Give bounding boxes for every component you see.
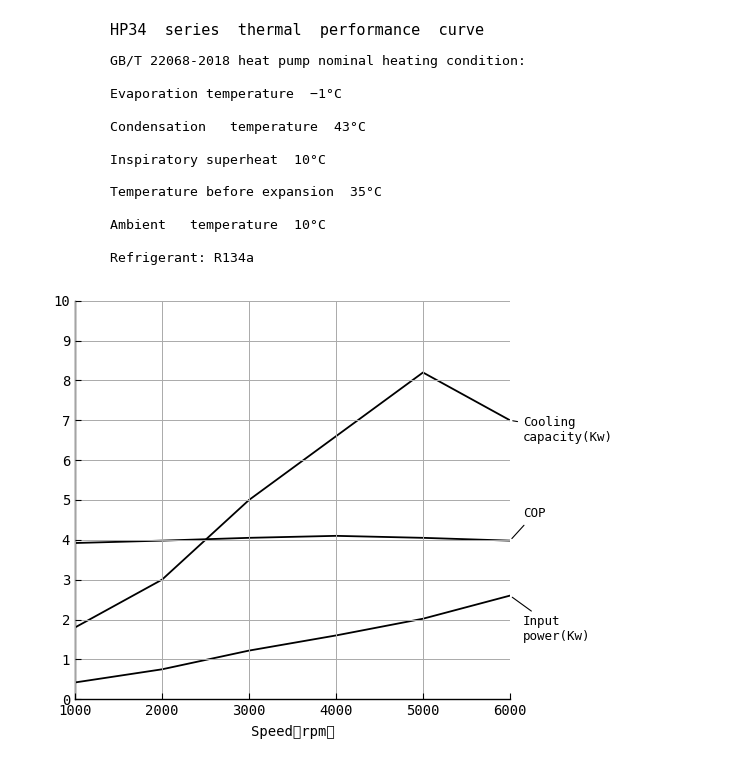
Text: GB/T 22068-2018 heat pump nominal heating condition:: GB/T 22068-2018 heat pump nominal heatin…: [110, 55, 526, 68]
Text: Temperature before expansion  35°C: Temperature before expansion 35°C: [110, 186, 382, 199]
Text: Inspiratory superheat  10°C: Inspiratory superheat 10°C: [110, 154, 326, 166]
Text: Input
power(Kw): Input power(Kw): [512, 597, 590, 644]
Text: Cooling
capacity(Kw): Cooling capacity(Kw): [513, 416, 613, 445]
Text: Ambient   temperature  10°C: Ambient temperature 10°C: [110, 219, 326, 232]
X-axis label: Speed（rpm）: Speed（rpm）: [251, 725, 334, 739]
Text: Condensation   temperature  43°C: Condensation temperature 43°C: [110, 121, 366, 134]
Text: HP34  series  thermal  performance  curve: HP34 series thermal performance curve: [110, 23, 484, 38]
Text: COP: COP: [512, 508, 545, 539]
Text: Refrigerant: R134a: Refrigerant: R134a: [110, 252, 254, 264]
Text: Evaporation temperature  −1°C: Evaporation temperature −1°C: [110, 88, 342, 101]
